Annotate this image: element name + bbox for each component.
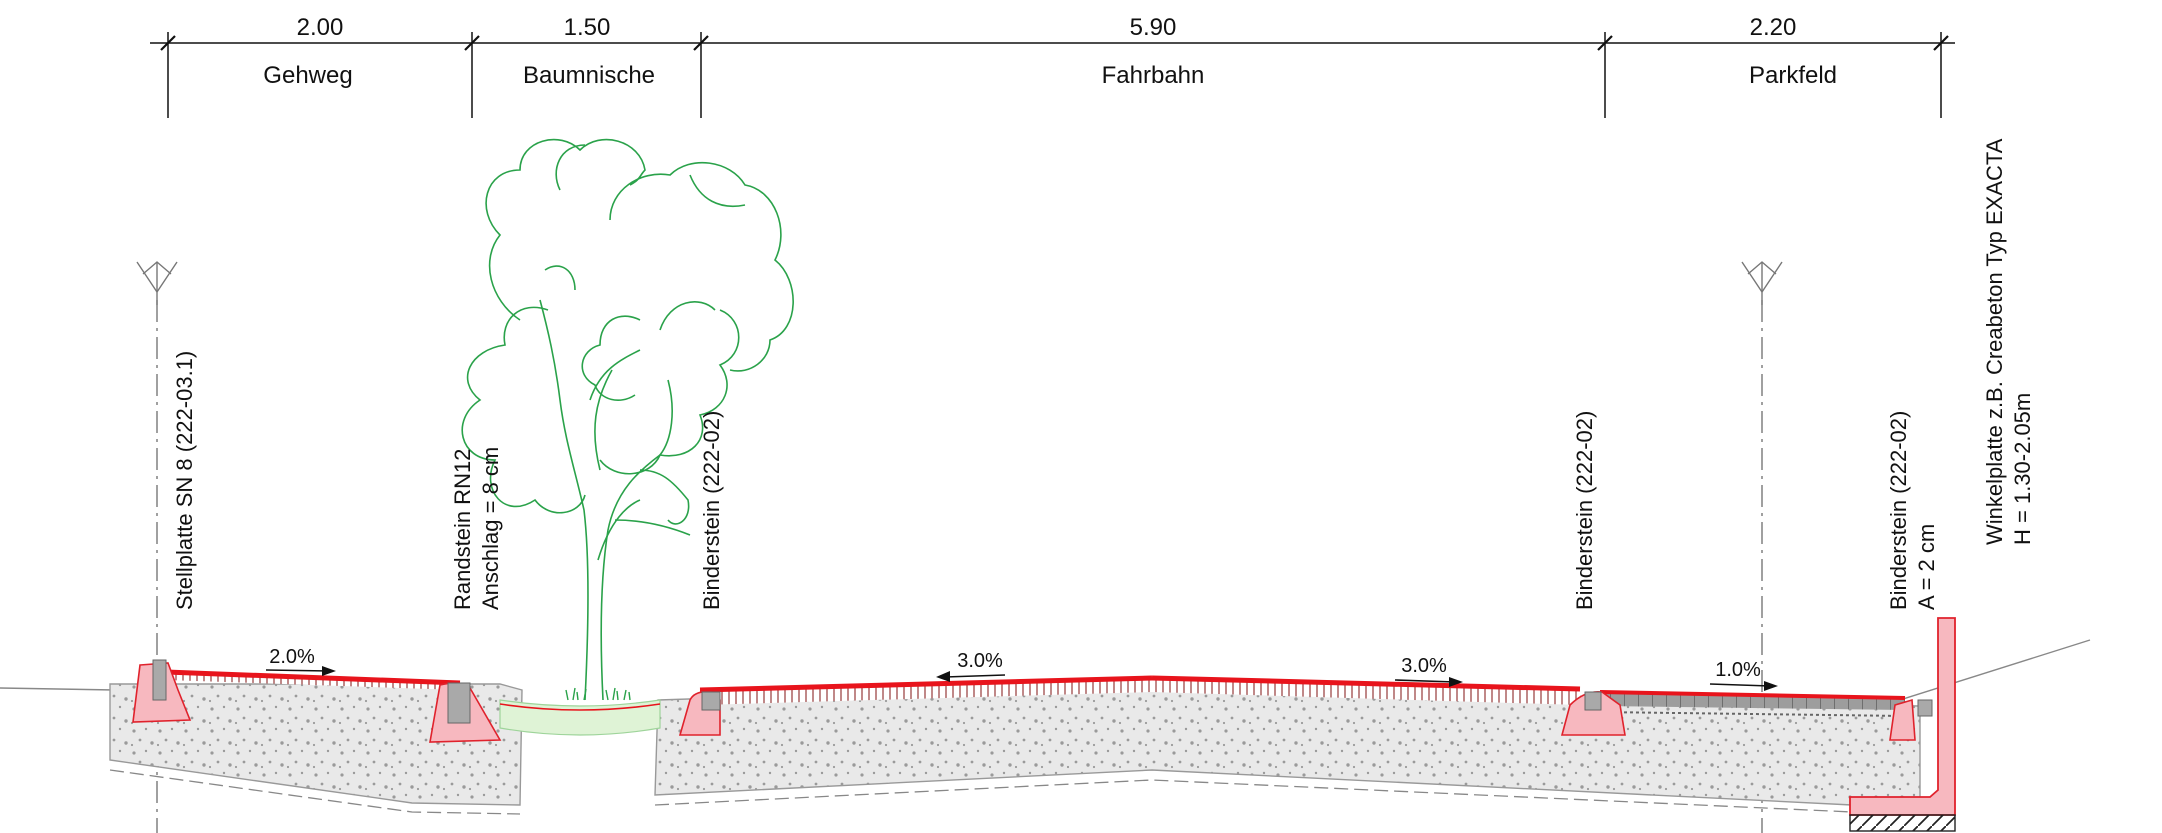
slope-parkfeld: 1.0%: [1715, 659, 1761, 681]
terrain-line-right: [1899, 639, 2091, 701]
label-stellplatte: Stellplatte SN 8 (222-03.1): [172, 351, 197, 610]
tree-grass: [565, 687, 631, 701]
dimension-value-gehweg: 2.00: [297, 14, 344, 41]
curb-stellplatte: [132, 659, 192, 723]
slope-gehweg: 2.0%: [269, 646, 315, 668]
slope-fahrbahn-right: 3.0%: [1401, 655, 1447, 677]
curb-binderstein-3: [1889, 698, 1933, 741]
curb-randstein: [429, 682, 502, 743]
axis-symbol-left: [136, 261, 178, 305]
retaining-wall-winkelplatte: [1849, 617, 1956, 832]
dimension-value-parkfeld: 2.20: [1750, 14, 1797, 41]
label-binderstein-2: Binderstein (222-02): [1572, 411, 1597, 610]
dimension-chain: 2.00 1.50 5.90 2.20 Gehweg Baumnische Fa…: [150, 14, 1955, 118]
slope-arrow-right-icon: [322, 666, 336, 676]
dimension-value-fahrbahn: 5.90: [1130, 14, 1177, 41]
label-winkelplatte-line1: Winkelplatte z.B. Creabeton Typ EXACTA: [1982, 138, 2007, 545]
annotations: Stellplatte SN 8 (222-03.1) Randstein RN…: [172, 138, 2035, 610]
zone-label-fahrbahn: Fahrbahn: [1102, 62, 1205, 89]
slope-arrow-left-icon: [936, 671, 950, 682]
zone-label-baumnische: Baumnische: [523, 62, 655, 89]
tree-drawing: [461, 138, 794, 701]
curb-binderstein-2: [1560, 690, 1626, 736]
zone-label-parkfeld: Parkfeld: [1749, 62, 1837, 89]
terrain-line-left: [0, 687, 116, 691]
curbs: [132, 617, 1956, 832]
terrain: [0, 639, 2091, 701]
surface-courses: [165, 669, 1906, 717]
curb-binderstein-1: [678, 690, 721, 736]
zone-label-gehweg: Gehweg: [263, 62, 352, 89]
label-binderstein-3-line1: Binderstein (222-02): [1886, 411, 1911, 610]
slope-arrow-right-icon: [1449, 677, 1463, 687]
slope-indicators: 2.0% 3.0% 3.0% 1.0%: [265, 646, 1778, 691]
label-binderstein-3-line2: A = 2 cm: [1914, 524, 1939, 610]
parking-paving: [1600, 693, 1905, 710]
sidewalk-surface: [165, 669, 461, 686]
slope-arrow-right-icon: [1764, 681, 1778, 691]
slope-fahrbahn-left: 3.0%: [957, 650, 1003, 672]
roadway-surface-right: [1151, 675, 1581, 692]
label-winkelplatte-line2: H = 1.30-2.05m: [2010, 393, 2035, 545]
label-binderstein-1: Binderstein (222-02): [699, 411, 724, 610]
tree-pit: [499, 699, 661, 736]
roadway-surface-left: [699, 675, 1153, 693]
label-randstein-line2: Anschlag = 8 cm: [478, 447, 503, 610]
label-randstein-line1: Randstein RN12: [450, 449, 475, 610]
axis-symbol-right: [1741, 261, 1783, 305]
dimension-value-baumnische: 1.50: [564, 14, 611, 41]
